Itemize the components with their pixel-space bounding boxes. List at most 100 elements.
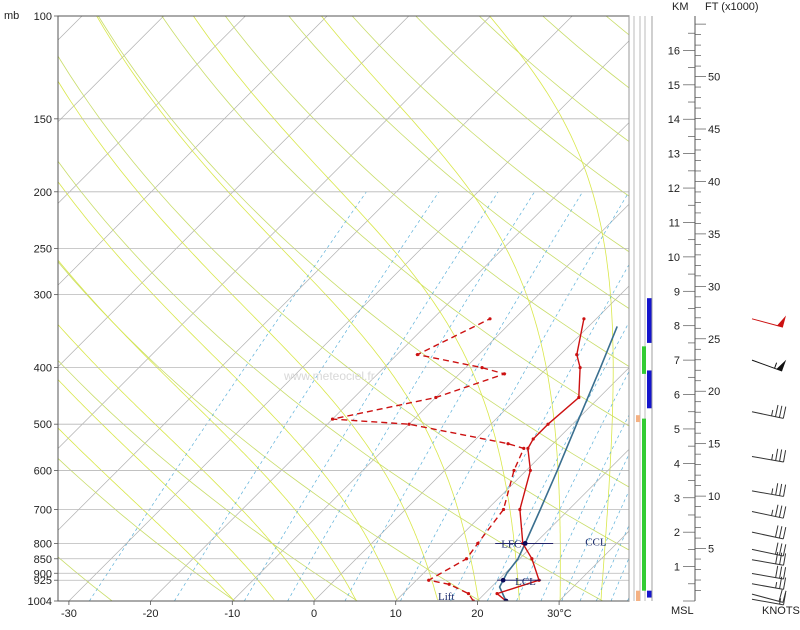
wind-barb-staff: [751, 572, 784, 580]
temperature-point: [530, 557, 534, 561]
dry-adiabat-line: [161, 16, 629, 427]
km-tick-label: 6: [674, 390, 680, 402]
moist-adiabat-line: [96, 16, 479, 601]
wind-barb-half-flag: [771, 509, 774, 516]
pressure-tick-label: 250: [34, 243, 52, 255]
km-tick-label: 11: [669, 217, 680, 229]
isotherm-line: [558, 530, 629, 601]
dewpoint-point: [512, 468, 516, 473]
ft-tick-label: 20: [708, 386, 720, 398]
km-axis-title: KM: [672, 1, 689, 13]
pressure-tick-label: 400: [34, 363, 52, 375]
wind-barb-staff: [751, 598, 784, 606]
mixing-ratio-line: [540, 414, 629, 601]
wind-barb-flag: [783, 484, 787, 497]
mixing-ratio-line: [595, 524, 629, 601]
km-tick-label: 9: [674, 286, 680, 298]
wind-barb-flag: [778, 526, 783, 539]
pressure-tick-label: 200: [34, 187, 52, 199]
dewpoint-point: [480, 365, 484, 370]
wind-barb-staff: [751, 318, 784, 328]
km-tick-label: 4: [674, 458, 680, 470]
wind-barb-flag: [779, 483, 783, 496]
dewpoint-point: [502, 372, 506, 376]
isotherm-line: [58, 16, 328, 286]
wind-units-label: KNOTS: [762, 605, 800, 617]
lfc-label: LFC: [501, 538, 521, 550]
temperature-tick-label: 10: [390, 608, 402, 620]
pressure-tick-label: 600: [34, 465, 52, 477]
dewpoint-point: [330, 417, 335, 421]
dewpoint-point: [466, 591, 471, 596]
mixing-ratio-line: [89, 191, 367, 601]
km-tick-label: 7: [674, 355, 680, 367]
wind-barb-flag: [779, 566, 783, 579]
pressure-tick-label: 300: [34, 290, 52, 302]
wind-barb-flag: [774, 504, 779, 517]
wind-barb-flag: [783, 553, 787, 566]
wind-barb-half-flag: [771, 409, 774, 416]
temperature-tick-label: -20: [143, 608, 159, 620]
wind-barb-staff: [751, 583, 784, 590]
temperature-point: [528, 468, 532, 473]
wind-barb-flag: [778, 505, 783, 518]
isotherm-line: [68, 40, 629, 601]
ft-tick-label: 35: [708, 229, 720, 241]
dry-adiabat-line: [58, 556, 113, 601]
wind-barb-staff: [751, 559, 784, 566]
wind-barb-flag: [783, 450, 787, 463]
wind-barb-staff: [751, 490, 784, 497]
dry-adiabat-line: [733, 16, 800, 601]
wind-barb-pennant: [777, 315, 787, 328]
pressure-tick-label: 150: [34, 114, 52, 126]
dry-adiabat-line: [415, 16, 629, 197]
temperature-point: [495, 591, 499, 596]
wind-barb-flag: [783, 577, 787, 590]
wind-barb-half-flag: [774, 362, 778, 369]
isotherm-line: [232, 203, 629, 601]
km-axis-surface-label: MSL: [671, 605, 694, 617]
ft-tick-label: 45: [708, 124, 720, 136]
wind-barb-half-flag: [775, 581, 778, 589]
wind-barb-staff: [751, 455, 784, 463]
watermark: www.meteociel.fr: [283, 369, 375, 383]
stability-bar: [642, 418, 646, 591]
km-tick-label: 8: [674, 321, 680, 333]
wind-barb-flag: [782, 544, 787, 557]
isotherm-line: [395, 367, 629, 601]
ccl-label: CCL: [585, 536, 607, 548]
km-tick-label: 13: [668, 149, 680, 161]
wind-barb-flag: [779, 552, 783, 565]
isotherm-line: [58, 16, 164, 123]
temperature-point: [546, 422, 550, 426]
temperature-point: [582, 317, 586, 321]
temperature-profile: [495, 318, 585, 601]
dewpoint-point: [506, 442, 510, 446]
dry-adiabat-line: [58, 261, 481, 601]
wind-barb-staff: [751, 593, 784, 603]
km-tick-label: 12: [668, 183, 680, 195]
lcl-label: LCL: [515, 576, 536, 588]
dry-adiabat-line: [224, 16, 629, 367]
lcl-point: [500, 577, 506, 583]
dry-adiabat-line: [288, 16, 629, 309]
lift-label: Lift: [438, 591, 455, 603]
wind-barb-flag: [774, 525, 779, 538]
temperature-point: [577, 395, 581, 400]
dewpoint-point: [407, 422, 411, 426]
dewpoint-point: [434, 395, 438, 400]
moist-adiabat-line: [58, 259, 357, 601]
dewpoint-point: [464, 557, 469, 561]
dry-adiabat-line: [58, 359, 358, 601]
km-tick-label: 10: [668, 252, 680, 264]
wind-barbs: [751, 315, 787, 606]
mixing-ratio-line: [610, 557, 629, 601]
ft-tick-label: 10: [708, 491, 720, 503]
mixing-ratio-line: [579, 490, 629, 601]
pressure-tick-label: 900: [34, 568, 52, 580]
isotherm-line: [58, 16, 410, 368]
wind-barb-flag: [778, 589, 783, 602]
stability-bar: [647, 298, 652, 343]
temperature-tick-label: 0: [311, 608, 317, 620]
